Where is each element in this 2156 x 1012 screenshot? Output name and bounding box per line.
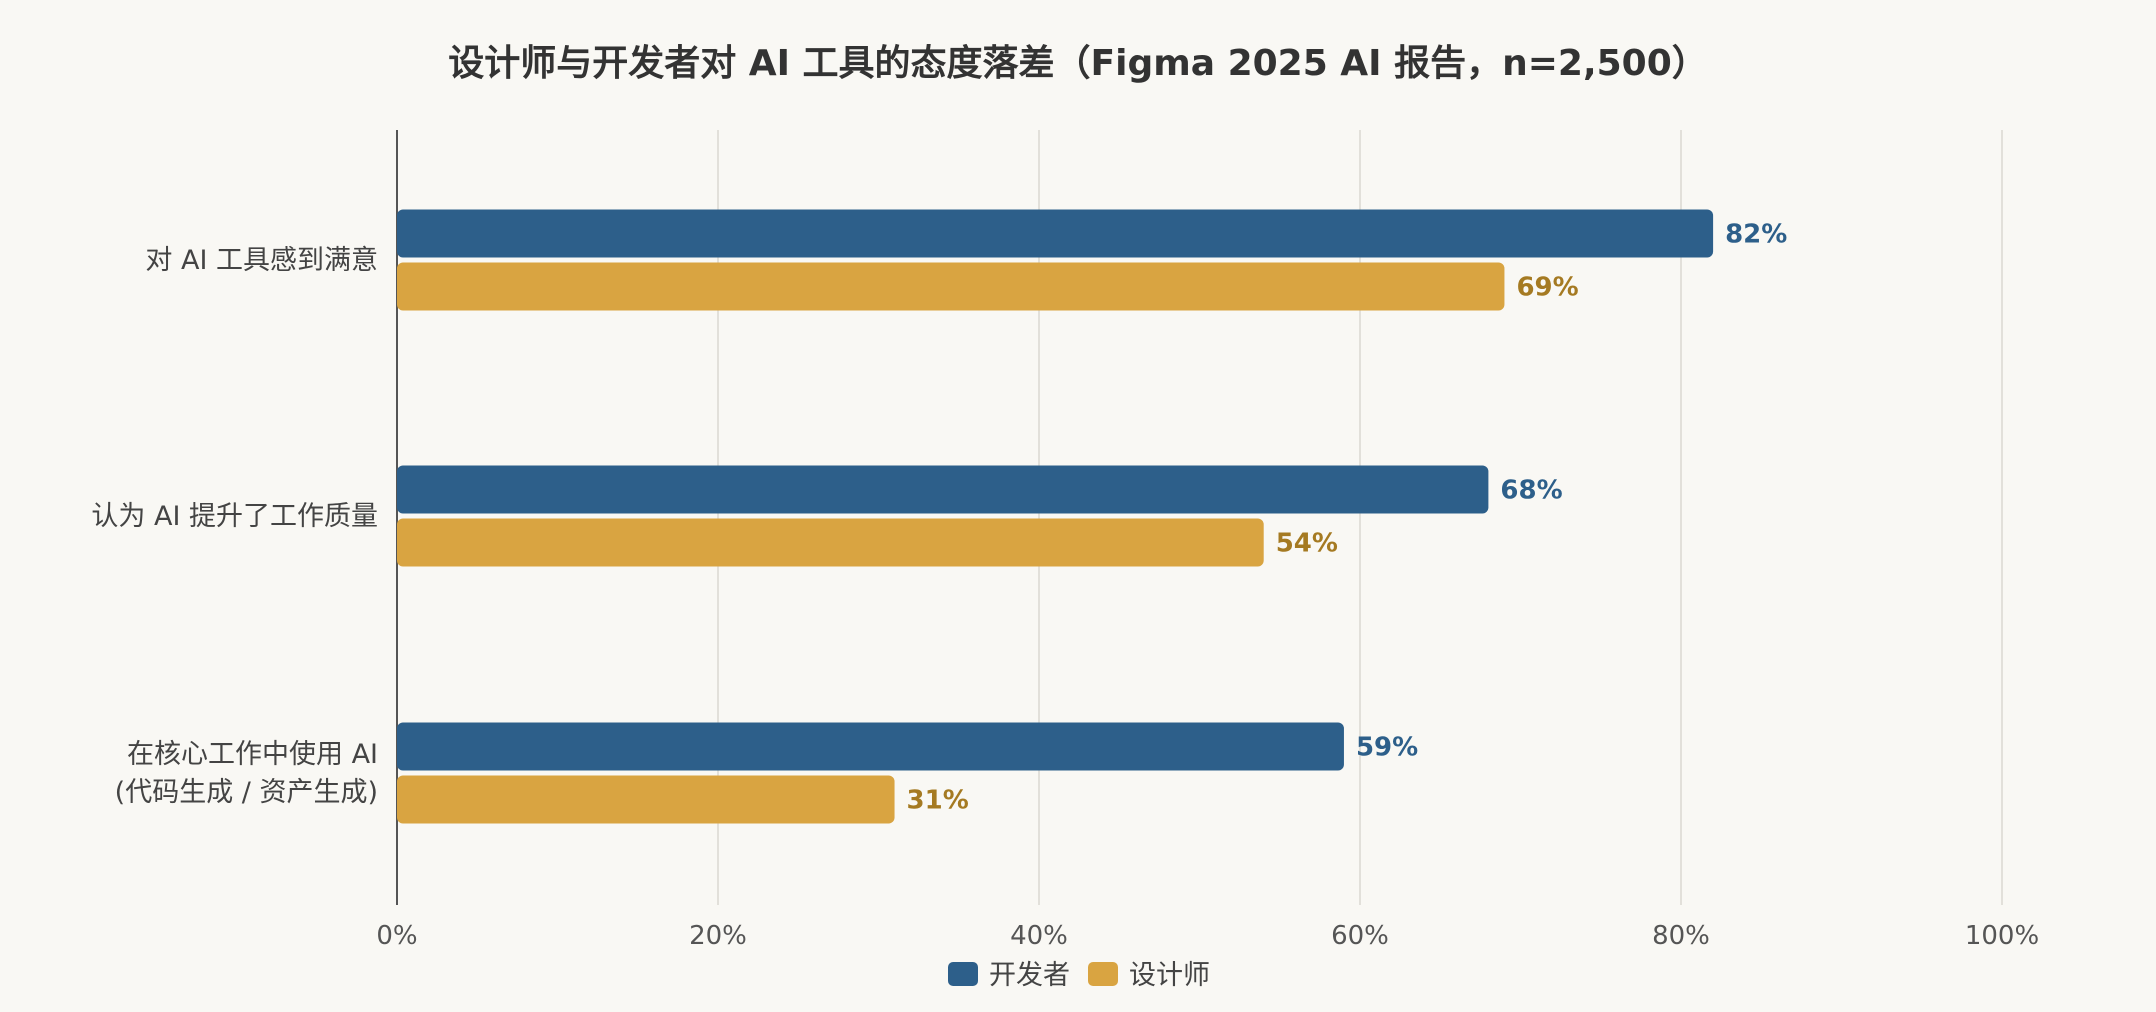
data-label: 82% (1725, 220, 1787, 250)
data-label: 54% (1276, 529, 1338, 559)
x-tick-label: 100% (1965, 921, 2039, 951)
bar-designer (397, 775, 895, 824)
x-tick-label: 0% (376, 921, 417, 951)
axis-layer: 0% 20% 40% 60% 80% 100% (376, 130, 2039, 951)
data-label: 59% (1356, 733, 1418, 763)
chart-title: 设计师与开发者对 AI 工具的态度落差（Figma 2025 AI 报告，n=2… (448, 43, 1708, 84)
bar-developer (397, 209, 1714, 258)
bar-designer (397, 518, 1264, 567)
category-label: 对 AI 工具感到满意 (145, 245, 378, 276)
data-label: 69% (1516, 273, 1578, 303)
legend-label: 开发者 (989, 960, 1070, 991)
legend-swatch (1088, 962, 1118, 986)
x-tick-label: 60% (1331, 921, 1389, 951)
data-label: 68% (1500, 476, 1562, 506)
bar-designer (397, 262, 1505, 311)
legend-swatch (948, 962, 978, 986)
category-label: 认为 AI 提升了工作质量 (91, 501, 378, 532)
x-tick-label: 80% (1652, 921, 1710, 951)
bar-developer (397, 465, 1489, 514)
bars-layer (397, 209, 1714, 824)
legend: 开发者 设计师 (948, 960, 1210, 991)
x-tick-label: 20% (689, 921, 747, 951)
x-tick-label: 40% (1010, 921, 1068, 951)
bar-developer (397, 722, 1344, 771)
data-label: 31% (907, 786, 969, 816)
category-label: 在核心工作中使用 AI (127, 739, 378, 770)
legend-label: 设计师 (1129, 960, 1210, 991)
category-label: (代码生成 / 资产生成) (115, 777, 378, 808)
